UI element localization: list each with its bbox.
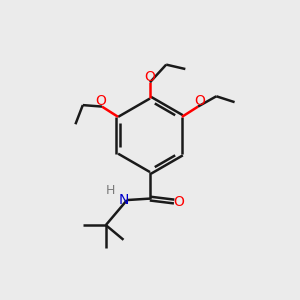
Text: N: N	[118, 193, 129, 207]
Text: O: O	[145, 70, 155, 84]
Text: O: O	[194, 94, 205, 108]
Text: O: O	[95, 94, 106, 108]
Text: O: O	[173, 194, 184, 208]
Text: H: H	[106, 184, 116, 197]
